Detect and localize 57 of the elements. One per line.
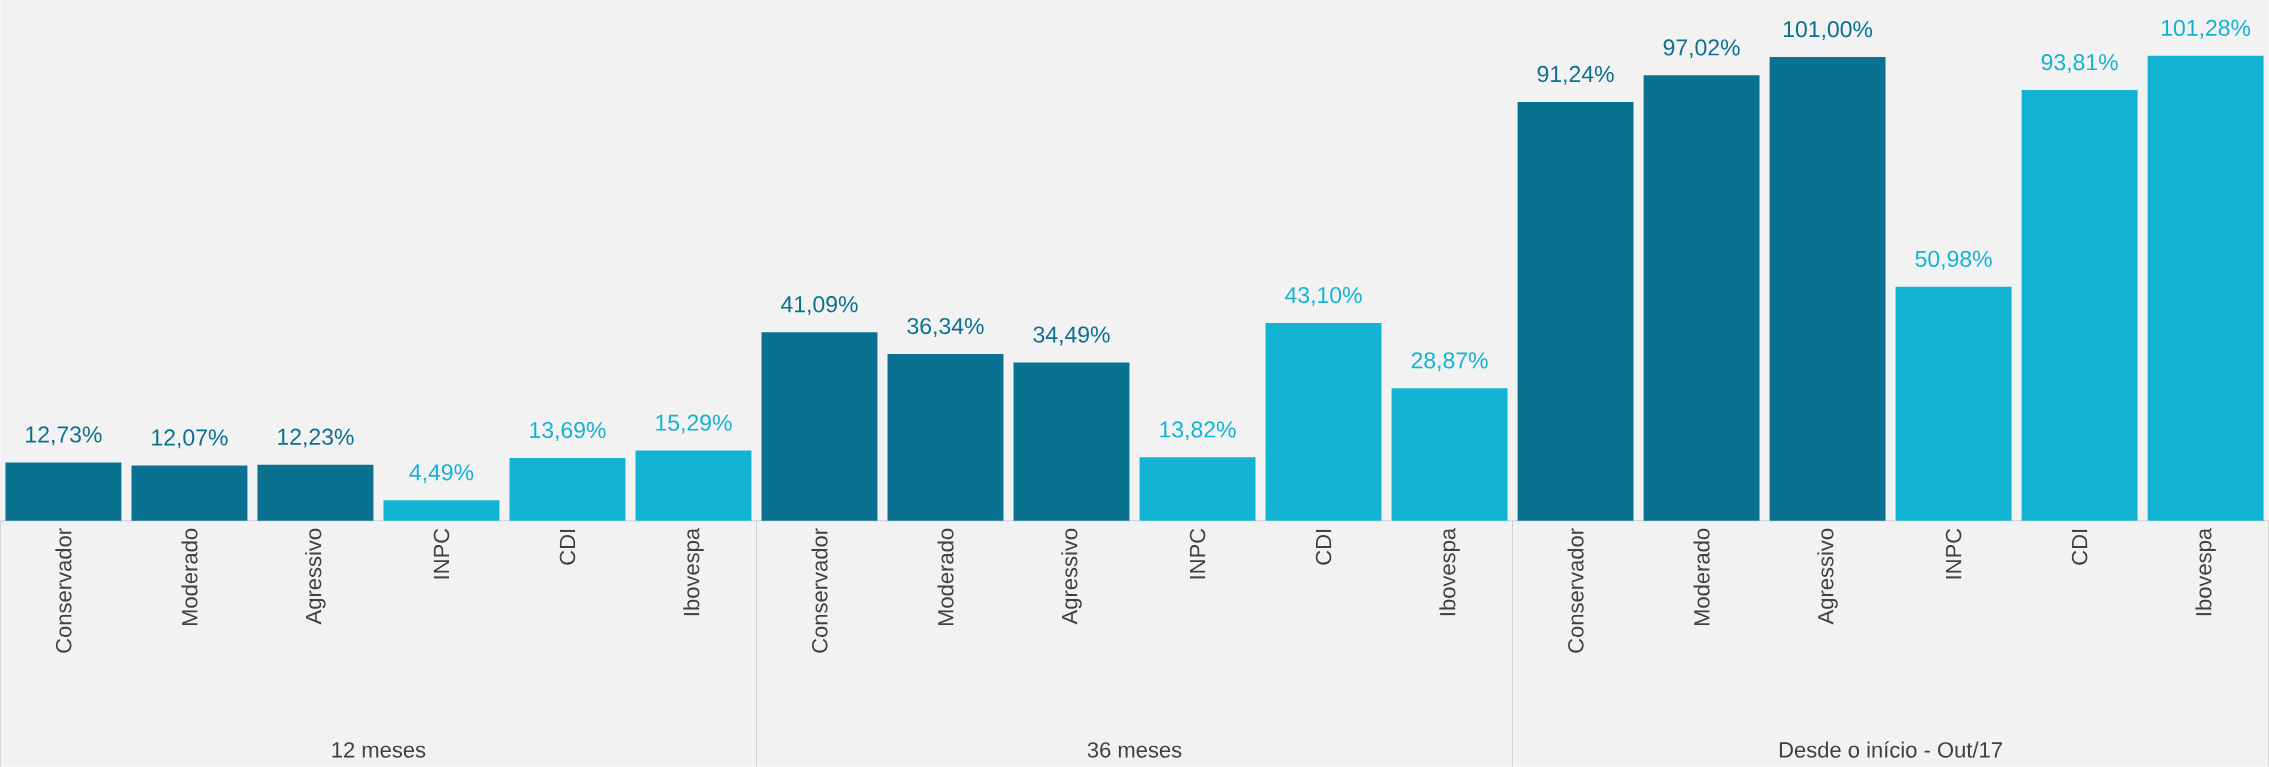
data-label: 34,49%: [1033, 326, 1110, 346]
x-tick-label: INPC: [1945, 528, 1962, 579]
bar: [257, 464, 374, 521]
data-label: 15,29%: [656, 414, 732, 434]
x-tick-label: Moderado: [1693, 528, 1710, 626]
bar: [761, 332, 878, 521]
x-tick-label: Conservador: [811, 528, 828, 653]
text: Desde o início - Out/17: [1779, 741, 2002, 758]
bar: [1139, 457, 1256, 521]
data-label: 28,87%: [1411, 352, 1488, 372]
bar: [1643, 75, 1760, 521]
bar: [1391, 388, 1508, 521]
data-label: 12,23%: [278, 428, 354, 448]
data-label: 101,00%: [1783, 20, 1873, 40]
x-tick-label: CDI: [559, 529, 576, 565]
bar: [1895, 286, 2012, 521]
text: 36 meses: [1087, 742, 1182, 758]
x-tick-label: Agressivo: [305, 528, 326, 625]
x-tick-label: INPC: [433, 528, 450, 579]
text: 12 meses: [332, 742, 426, 758]
data-label: 12,73%: [26, 426, 102, 446]
data-label: 91,24%: [1537, 65, 1614, 85]
data-label: 50,98%: [1915, 250, 1992, 270]
x-tick-label: INPC: [1189, 528, 1206, 579]
bar: [131, 465, 248, 521]
x-tick-label: Agressivo: [1817, 528, 1838, 625]
data-label: 101,28%: [2161, 19, 2251, 39]
data-label: 43,10%: [1285, 286, 1362, 306]
x-tick-label: Ibovespa: [683, 527, 704, 616]
x-tick-label: CDI: [1315, 529, 1332, 565]
bar: [635, 450, 752, 521]
bar: [1013, 362, 1130, 521]
bar: [1517, 101, 1634, 521]
data-label: 13,69%: [530, 421, 606, 441]
bar: [2021, 90, 2138, 521]
data-label: 97,02%: [1663, 39, 1740, 59]
x-tick-label: Conservador: [1567, 528, 1584, 653]
x-tick-label: Moderado: [937, 528, 954, 626]
data-label: 36,34%: [907, 317, 984, 337]
bar: [509, 457, 626, 521]
x-tick-label: Agressivo: [1061, 528, 1082, 625]
bar: [383, 500, 500, 521]
bar: [5, 462, 122, 521]
x-tick-label: CDI: [2071, 529, 2088, 565]
data-label: 93,81%: [2041, 53, 2118, 73]
data-label: 41,09%: [781, 296, 858, 316]
bar: [1265, 322, 1382, 521]
data-label: 4,49%: [409, 464, 474, 484]
bar: [2147, 55, 2264, 521]
data-label: 13,82%: [1160, 421, 1236, 441]
x-tick-label: Moderado: [181, 528, 198, 626]
bar: [1769, 57, 1886, 521]
data-label: 12,07%: [152, 429, 228, 449]
bar: [887, 353, 1004, 521]
x-tick-label: Ibovespa: [2195, 527, 2216, 616]
x-tick-label: Conservador: [55, 528, 72, 653]
x-tick-label: Ibovespa: [1439, 527, 1460, 616]
